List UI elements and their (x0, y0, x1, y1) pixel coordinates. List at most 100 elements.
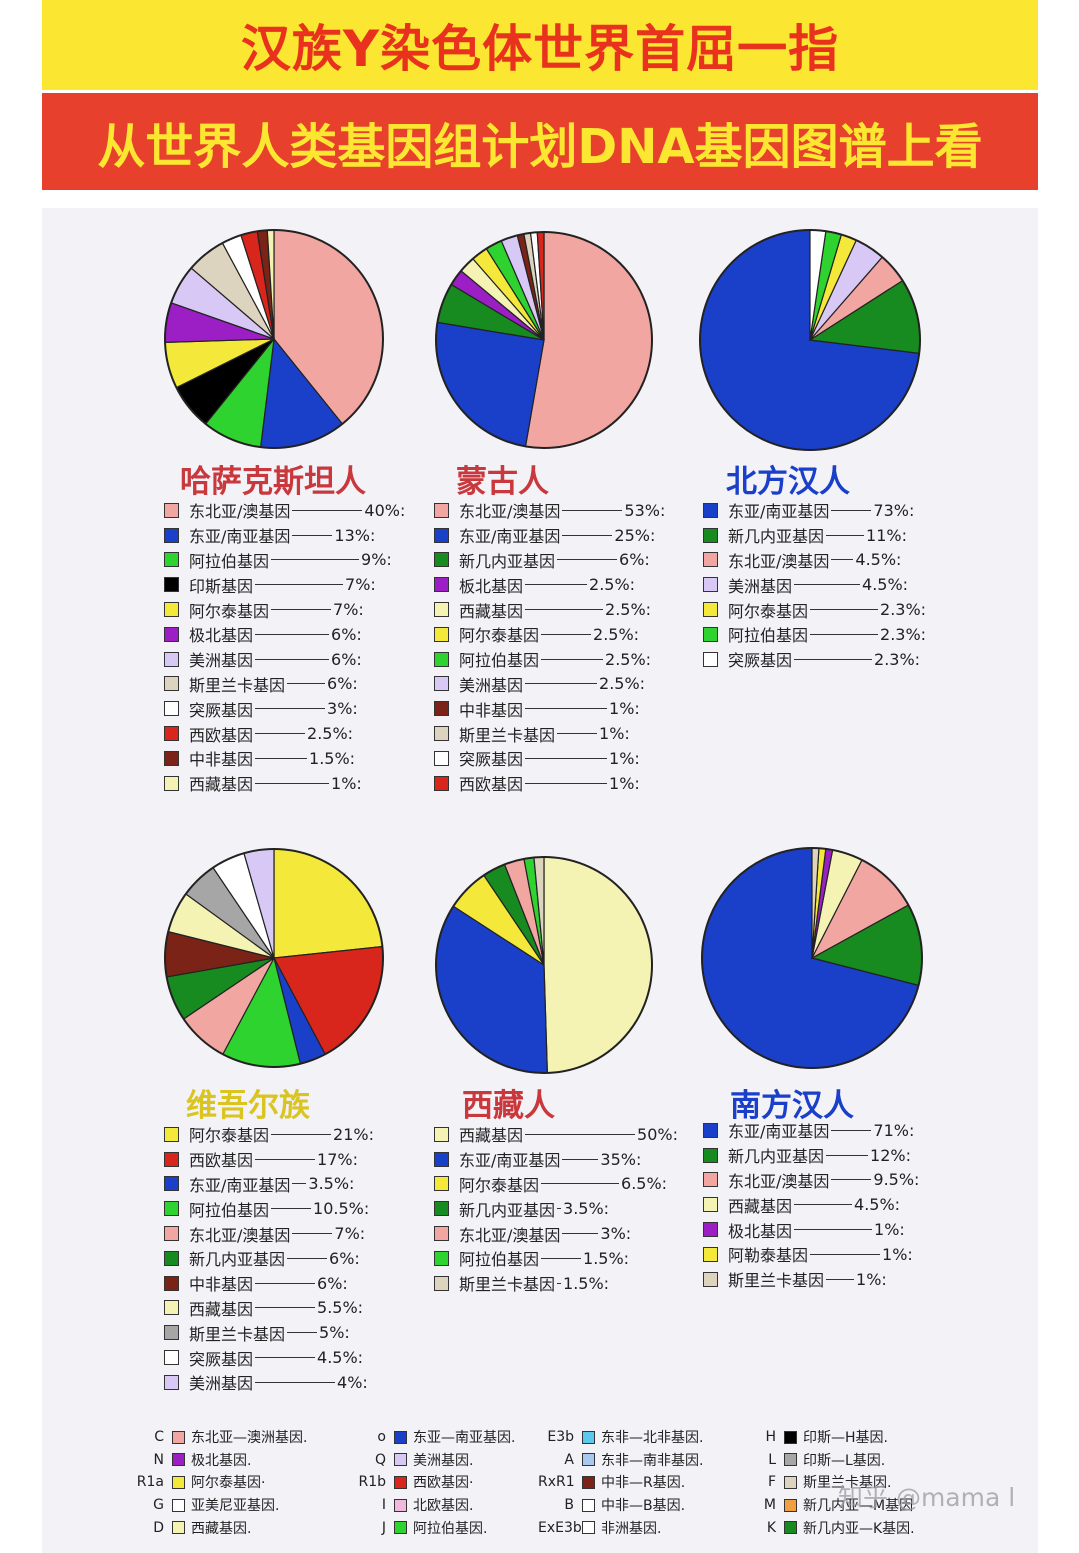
pie-slice (273, 848, 384, 959)
key-label: 斯里兰卡基因. (803, 1475, 892, 1492)
legend-dash (255, 757, 308, 759)
legend-dash (255, 782, 330, 784)
chart-title: 蒙古人 (456, 464, 549, 500)
legend-swatch (164, 676, 179, 692)
legend-swatch (703, 626, 718, 642)
key-item: K 新几内亚—K基因. (740, 1516, 915, 1539)
chart-title: 南方汉人 (730, 1088, 854, 1124)
key-column: H 印斯—H基因. L 印斯—L基因. F 斯里兰卡基因. M 新几内亚—M基因 K 新几内亚—K… (740, 1426, 915, 1539)
key-label: 印斯—L基因. (803, 1452, 886, 1469)
key-item: A 东非—南非基因. (538, 1449, 703, 1472)
key-swatch (582, 1453, 595, 1467)
key-label: 阿拉伯基因. (413, 1520, 488, 1537)
legend-dash (562, 1233, 599, 1235)
legend-swatch (164, 1176, 179, 1192)
key-label: 东亚—南亚基因. (413, 1430, 516, 1447)
legend-item: 西藏基因 2.5%: (434, 597, 665, 622)
legend-percent: 6%: (317, 1273, 348, 1293)
haplogroup-code: Q (374, 1451, 386, 1468)
pie-chart-6 (701, 847, 923, 1069)
legend-swatch (164, 1275, 179, 1291)
legend-item: 突厥基因 4.5%: (164, 1345, 374, 1370)
key-swatch (172, 1430, 185, 1444)
key-label: 东北亚—澳洲基因. (191, 1430, 308, 1447)
haplogroup-code: o (377, 1429, 386, 1446)
legend-item: 西藏基因 5.5%: (164, 1296, 374, 1321)
key-swatch (172, 1498, 185, 1512)
legend-percent: 2.3%: (880, 600, 927, 620)
legend-percent: 5.5%: (317, 1298, 364, 1318)
legend-label: 极北基因 (189, 626, 254, 646)
legend-percent: 73%: (873, 500, 915, 520)
key-label: 极北基因. (191, 1452, 252, 1469)
chart-legend: 东亚/南亚基因 71%: 新几内亚基因 12%: 东北亚/澳基因 9.5%: 西藏基因 4.5… (703, 1118, 919, 1292)
haplogroup-code: H (765, 1429, 776, 1446)
pie-slice (435, 321, 545, 448)
legend-item: 西藏基因 1%: (164, 771, 405, 796)
legend-percent: 1%: (331, 773, 362, 793)
legend-swatch (434, 651, 449, 667)
legend-label: 中非基因 (459, 700, 524, 720)
key-swatch (172, 1521, 185, 1535)
legend-swatch (434, 701, 449, 717)
legend-swatch (164, 775, 179, 791)
legend-dash (810, 633, 879, 635)
legend-percent: 7%: (334, 1224, 366, 1244)
legend-percent: 2.5%: (599, 674, 646, 694)
pie-chart-5 (435, 856, 653, 1074)
legend-percent: 5%: (319, 1323, 350, 1343)
legend-item: 东亚/南亚基因 35%: (434, 1147, 678, 1172)
legend-swatch (164, 552, 179, 568)
pie-outline (701, 847, 923, 1069)
legend-dash (541, 658, 604, 660)
pie-outline (435, 856, 653, 1074)
pie-outline (164, 229, 384, 449)
legend-label: 斯里兰卡基因 (189, 1324, 286, 1344)
legend-item: 东北亚/澳基因 53%: (434, 498, 665, 523)
legend-label: 东亚/南亚基因 (728, 502, 830, 522)
legend-percent: 50%: (637, 1124, 678, 1144)
key-item: H 印斯—H基因. (740, 1426, 915, 1449)
legend-swatch (434, 626, 449, 642)
key-item: C 东北亚—澳洲基因. (128, 1426, 307, 1449)
legend-swatch (164, 602, 179, 618)
legend-swatch (434, 726, 449, 742)
legend-item: 东亚/南亚基因 71%: (703, 1118, 919, 1143)
legend-item: 西藏基因 4.5%: (703, 1192, 919, 1217)
legend-item: 东亚/南亚基因 3.5%: (164, 1172, 374, 1197)
legend-dash (557, 1282, 562, 1284)
chart-title: 哈萨克斯坦人 (180, 464, 366, 500)
key-swatch (582, 1475, 595, 1489)
legend-label: 斯里兰卡基因 (459, 1275, 556, 1295)
legend-dash (557, 559, 618, 561)
legend-swatch (703, 552, 718, 568)
legend-percent: 1.5%: (309, 748, 356, 768)
key-item: o 东亚—南亚基因. (350, 1426, 515, 1449)
legend-item: 东北亚/澳基因 7%: (164, 1221, 374, 1246)
legend-dash (826, 1154, 869, 1156)
legend-dash (255, 633, 330, 635)
chart-legend: 东北亚/澳基因 40%: 东亚/南亚基因 13%: 阿拉伯基因 9%: 印斯基因 7%: 阿尔泰… (164, 498, 405, 796)
key-item: L 印斯—L基因. (740, 1449, 915, 1472)
legend-label: 东亚/南亚基因 (189, 1175, 291, 1195)
legend-label: 斯里兰卡基因 (728, 1271, 825, 1291)
legend-dash (255, 733, 306, 735)
legend-label: 中非基因 (189, 750, 254, 770)
legend-percent: 53%: (624, 500, 666, 520)
legend-percent: 25%: (614, 525, 656, 545)
legend-swatch (703, 1197, 718, 1213)
legend-dash (255, 658, 330, 660)
legend-percent: 10.5%: (313, 1199, 370, 1219)
haplogroup-code: D (153, 1519, 164, 1536)
legend-swatch (164, 1126, 179, 1142)
legend-item: 极北基因 6%: (164, 622, 405, 647)
legend-label: 板北基因 (459, 576, 524, 596)
legend-percent: 2.5%: (593, 624, 640, 644)
legend-item: 东北亚/澳基因 9.5%: (703, 1168, 919, 1193)
legend-label: 西藏基因 (189, 1299, 254, 1319)
legend-dash (831, 1129, 872, 1131)
key-label: 中非—R基因. (601, 1475, 686, 1492)
key-item: F 斯里兰卡基因. (740, 1471, 915, 1494)
legend-swatch (164, 1250, 179, 1266)
legend-label: 印斯基因 (189, 576, 254, 596)
